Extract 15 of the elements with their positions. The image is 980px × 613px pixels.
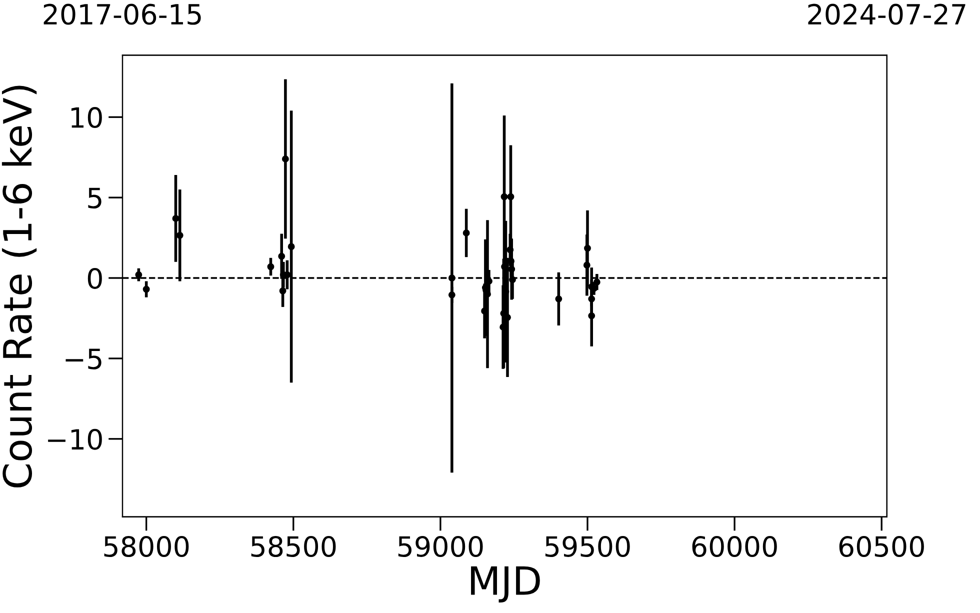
x-tick-label: 59000 (398, 536, 483, 558)
y-tick-label: 5 (88, 188, 102, 209)
y-tick-label: −5 (66, 348, 102, 370)
x-tick-label: 60000 (692, 536, 777, 558)
x-tick-label: 58500 (251, 536, 336, 558)
x-tick-label: 59500 (545, 536, 630, 558)
x-tick-label: 58000 (104, 536, 189, 558)
y-tick-label: 10 (71, 107, 102, 128)
x-tick-label: 60500 (839, 536, 924, 558)
y-tick-label: 0 (88, 268, 102, 289)
y-axis-title: Count Rate (1-6 keV) (2, 86, 37, 488)
x-axis-title: MJD (471, 566, 540, 603)
x2-tick-label: 2017-06-15 (44, 4, 201, 25)
y-tick-label: −10 (48, 428, 102, 450)
x2-tick-label: 2024-07-27 (808, 4, 966, 25)
